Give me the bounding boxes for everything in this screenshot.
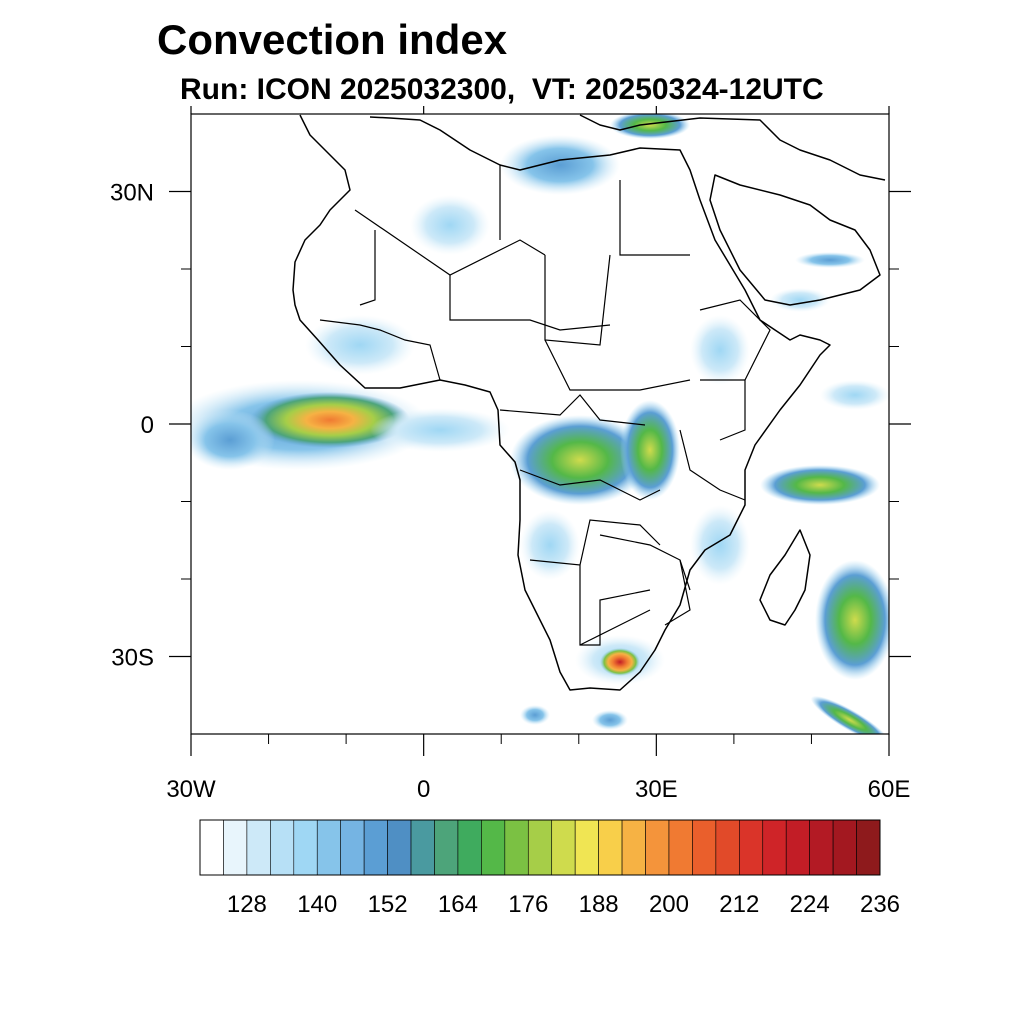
colorbar-label: 164 [438, 891, 478, 918]
convection-field [191, 114, 889, 734]
coastline-africa [292, 114, 831, 691]
border-south-sudan [544, 339, 691, 391]
border-ethiopia [699, 299, 771, 381]
coastline-arabia [709, 174, 881, 306]
colorbar-swatch [809, 819, 834, 876]
colorbar-swatch [363, 819, 388, 876]
colorbar-frame [199, 819, 881, 876]
colorbar-swatch [410, 819, 435, 876]
colorbar-swatch [293, 819, 318, 876]
border-namibia [579, 565, 651, 646]
colorbar-swatch [715, 819, 740, 876]
y-tick-label: 30N [110, 180, 154, 207]
colorbar-swatch [551, 819, 576, 876]
border-mozambique [664, 559, 691, 626]
colorbar-label: 140 [297, 891, 337, 918]
field-arabia [795, 252, 865, 268]
colorbar-swatch [504, 819, 529, 876]
field-atlantic-core [250, 392, 410, 448]
colorbar-swatch [457, 819, 482, 876]
x-tick-label: 0 [417, 776, 430, 803]
colorbar-swatch [246, 819, 271, 876]
field-gulf-guinea [370, 408, 510, 452]
x-tick-label: 30E [635, 776, 678, 803]
field-yemen [770, 288, 830, 312]
field-angola [520, 510, 580, 580]
colorbar-label: 176 [508, 891, 548, 918]
colorbar-swatch [692, 819, 717, 876]
colorbar-swatch [832, 819, 857, 876]
colorbar-label: 152 [368, 891, 408, 918]
coastlines [292, 114, 886, 691]
field-mozambique-ch [690, 505, 750, 585]
y-tick-label: 30S [111, 645, 154, 672]
colorbar-label: 200 [649, 891, 689, 918]
colorbar: 128 140 152 164 176 188 200 212 224 236 [199, 819, 900, 918]
colorbar-swatch [199, 819, 224, 876]
colorbar-swatch [621, 819, 646, 876]
country-borders [319, 165, 771, 646]
border-southafrica [579, 609, 651, 646]
field-north-africa [500, 135, 620, 195]
border-libya-egypt [619, 180, 690, 256]
colorbar-swatch [762, 819, 787, 876]
colorbar-swatch [574, 819, 599, 876]
colorbar-swatch [856, 819, 881, 876]
field-sw-streak [810, 695, 889, 734]
border-sahel-2 [449, 275, 611, 331]
colorbar-swatch [645, 819, 670, 876]
colorbar-swatch [739, 819, 764, 876]
run-subtitle: Run: ICON 2025032300, VT: 20250324-12UTC [180, 73, 824, 106]
field-congo [510, 415, 650, 505]
colorbar-swatch [270, 819, 295, 876]
field-atlantic-west [191, 410, 275, 470]
field-lesotho [600, 648, 640, 676]
map-title: Convection index [157, 16, 508, 63]
colorbar-swatch [481, 819, 506, 876]
field-sahara-band [410, 195, 490, 255]
field-east-africa [620, 400, 680, 500]
colorbar-label: 188 [579, 891, 619, 918]
axis-ticks: 30W 0 30E 60E 30N 0 30S [110, 106, 911, 803]
colorbar-swatch [387, 819, 412, 876]
colorbar-swatch [668, 819, 693, 876]
y-tick-label: 0 [141, 412, 154, 439]
colorbar-label: 128 [227, 891, 267, 918]
border-kenya [700, 379, 746, 441]
border-sudan [544, 254, 611, 346]
border-congo-2 [519, 469, 661, 501]
x-tick-label: 30W [166, 776, 216, 803]
colorbar-swatch [316, 819, 341, 876]
border-westafrica [319, 319, 441, 381]
colorbar-label: 236 [860, 891, 900, 918]
field-west-africa [305, 315, 415, 375]
colorbar-label: 212 [719, 891, 759, 918]
coastline-madagascar [759, 529, 811, 626]
field-cape [520, 705, 550, 725]
colorbar-swatch [434, 819, 459, 876]
field-sw-indian [815, 560, 889, 680]
colorbar-swatch [598, 819, 623, 876]
colorbar-swatch [340, 819, 365, 876]
coastline-europe [579, 114, 886, 181]
field-arabian-sea [820, 380, 889, 410]
colorbar-swatch [223, 819, 248, 876]
border-maghreb [354, 209, 546, 276]
colorbar-label: 224 [790, 891, 830, 918]
field-med [610, 114, 690, 139]
border-sahel-1 [359, 230, 376, 306]
border-tanzania [679, 429, 746, 501]
x-tick-label: 60E [868, 776, 911, 803]
border-zambia [599, 534, 691, 591]
border-angola [529, 519, 661, 566]
field-indian-ocean [760, 465, 880, 505]
field-ethiopia [690, 315, 750, 385]
field-south-coast [592, 710, 628, 730]
colorbar-swatch [527, 819, 553, 876]
border-congo-1 [499, 394, 646, 426]
colorbar-swatch [785, 819, 810, 876]
